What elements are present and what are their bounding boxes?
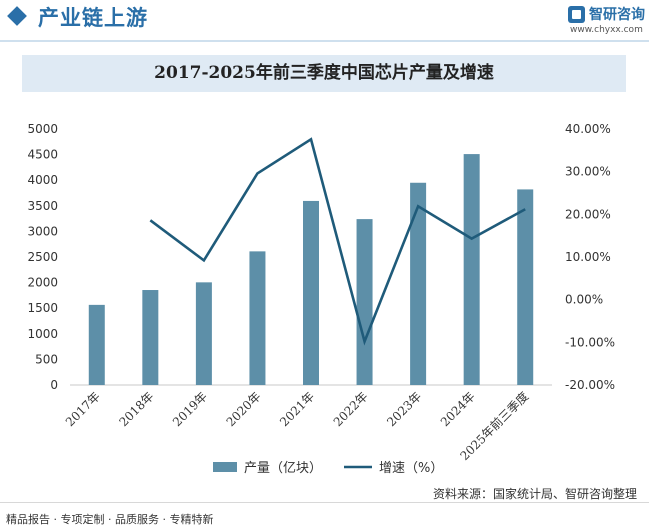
x-tick-label: 2018年 xyxy=(116,389,156,429)
y-left-tick-label: 4000 xyxy=(27,173,58,187)
chart-title: 2017-2025年前三季度中国芯片产量及增速 xyxy=(154,63,494,83)
footer-slogan: 精品报告 · 专项定制 · 品质服务 · 专精特新 xyxy=(6,513,214,526)
chart-title-box: 2017-2025年前三季度中国芯片产量及增速 xyxy=(22,55,626,92)
bar xyxy=(195,282,212,385)
y-right-tick-label: 10.00% xyxy=(565,250,611,264)
y-left-tick-label: 2500 xyxy=(27,250,58,264)
y-left-tick-label: 1500 xyxy=(27,301,58,315)
growth-line xyxy=(149,137,526,346)
y-left-tick-label: 500 xyxy=(35,352,58,366)
y-right-tick-label: -10.00% xyxy=(565,335,615,349)
y-left-tick-label: 4500 xyxy=(27,148,58,162)
x-tick-label: 2017年 xyxy=(63,389,103,429)
footer-divider xyxy=(0,502,649,503)
bar xyxy=(88,304,105,385)
y-right-tick-label: 30.00% xyxy=(565,165,611,179)
x-tick-label: 2021年 xyxy=(277,389,317,429)
brand-logo-icon xyxy=(568,6,585,23)
bar xyxy=(142,290,159,385)
page-header: 产业链上游 智研咨询 www.chyxx.com xyxy=(0,0,649,38)
y-left-tick-label: 3500 xyxy=(27,199,58,213)
brand-logo: 智研咨询 www.chyxx.com xyxy=(568,4,646,36)
bar xyxy=(463,154,480,385)
section-title: 产业链上游 xyxy=(38,6,148,30)
bar xyxy=(249,251,266,385)
y-left-tick-label: 5000 xyxy=(27,122,58,136)
y-left-tick-label: 3000 xyxy=(27,224,58,238)
y-right-tick-label: -20.00% xyxy=(565,378,615,392)
brand-url: www.chyxx.com xyxy=(570,25,643,35)
bar xyxy=(303,200,319,385)
x-tick-label: 2024年 xyxy=(438,389,478,429)
header-divider xyxy=(0,40,649,42)
y-right-tick-label: 20.00% xyxy=(565,207,611,221)
source-note: 资料来源：国家统计局、智研咨询整理 xyxy=(432,487,637,501)
brand-name: 智研咨询 xyxy=(589,7,645,23)
bar xyxy=(410,182,427,385)
x-tick-label: 2023年 xyxy=(384,389,424,429)
x-tick-label: 2019年 xyxy=(170,389,210,429)
legend-bar-swatch xyxy=(213,462,237,472)
y-left-tick-label: 0 xyxy=(50,378,58,392)
y-right-tick-label: 0.00% xyxy=(565,293,603,307)
bar xyxy=(517,189,534,385)
legend-bar-label: 产量（亿块） xyxy=(244,461,322,476)
y-left-tick-label: 2000 xyxy=(27,276,58,290)
y-left-tick-label: 1000 xyxy=(27,327,58,341)
legend-line-label: 增速（%） xyxy=(379,461,443,476)
y-right-tick-label: 40.00% xyxy=(565,122,611,136)
x-tick-label: 2022年 xyxy=(331,389,371,429)
x-tick-label: 2020年 xyxy=(224,389,264,429)
bar xyxy=(356,219,373,385)
